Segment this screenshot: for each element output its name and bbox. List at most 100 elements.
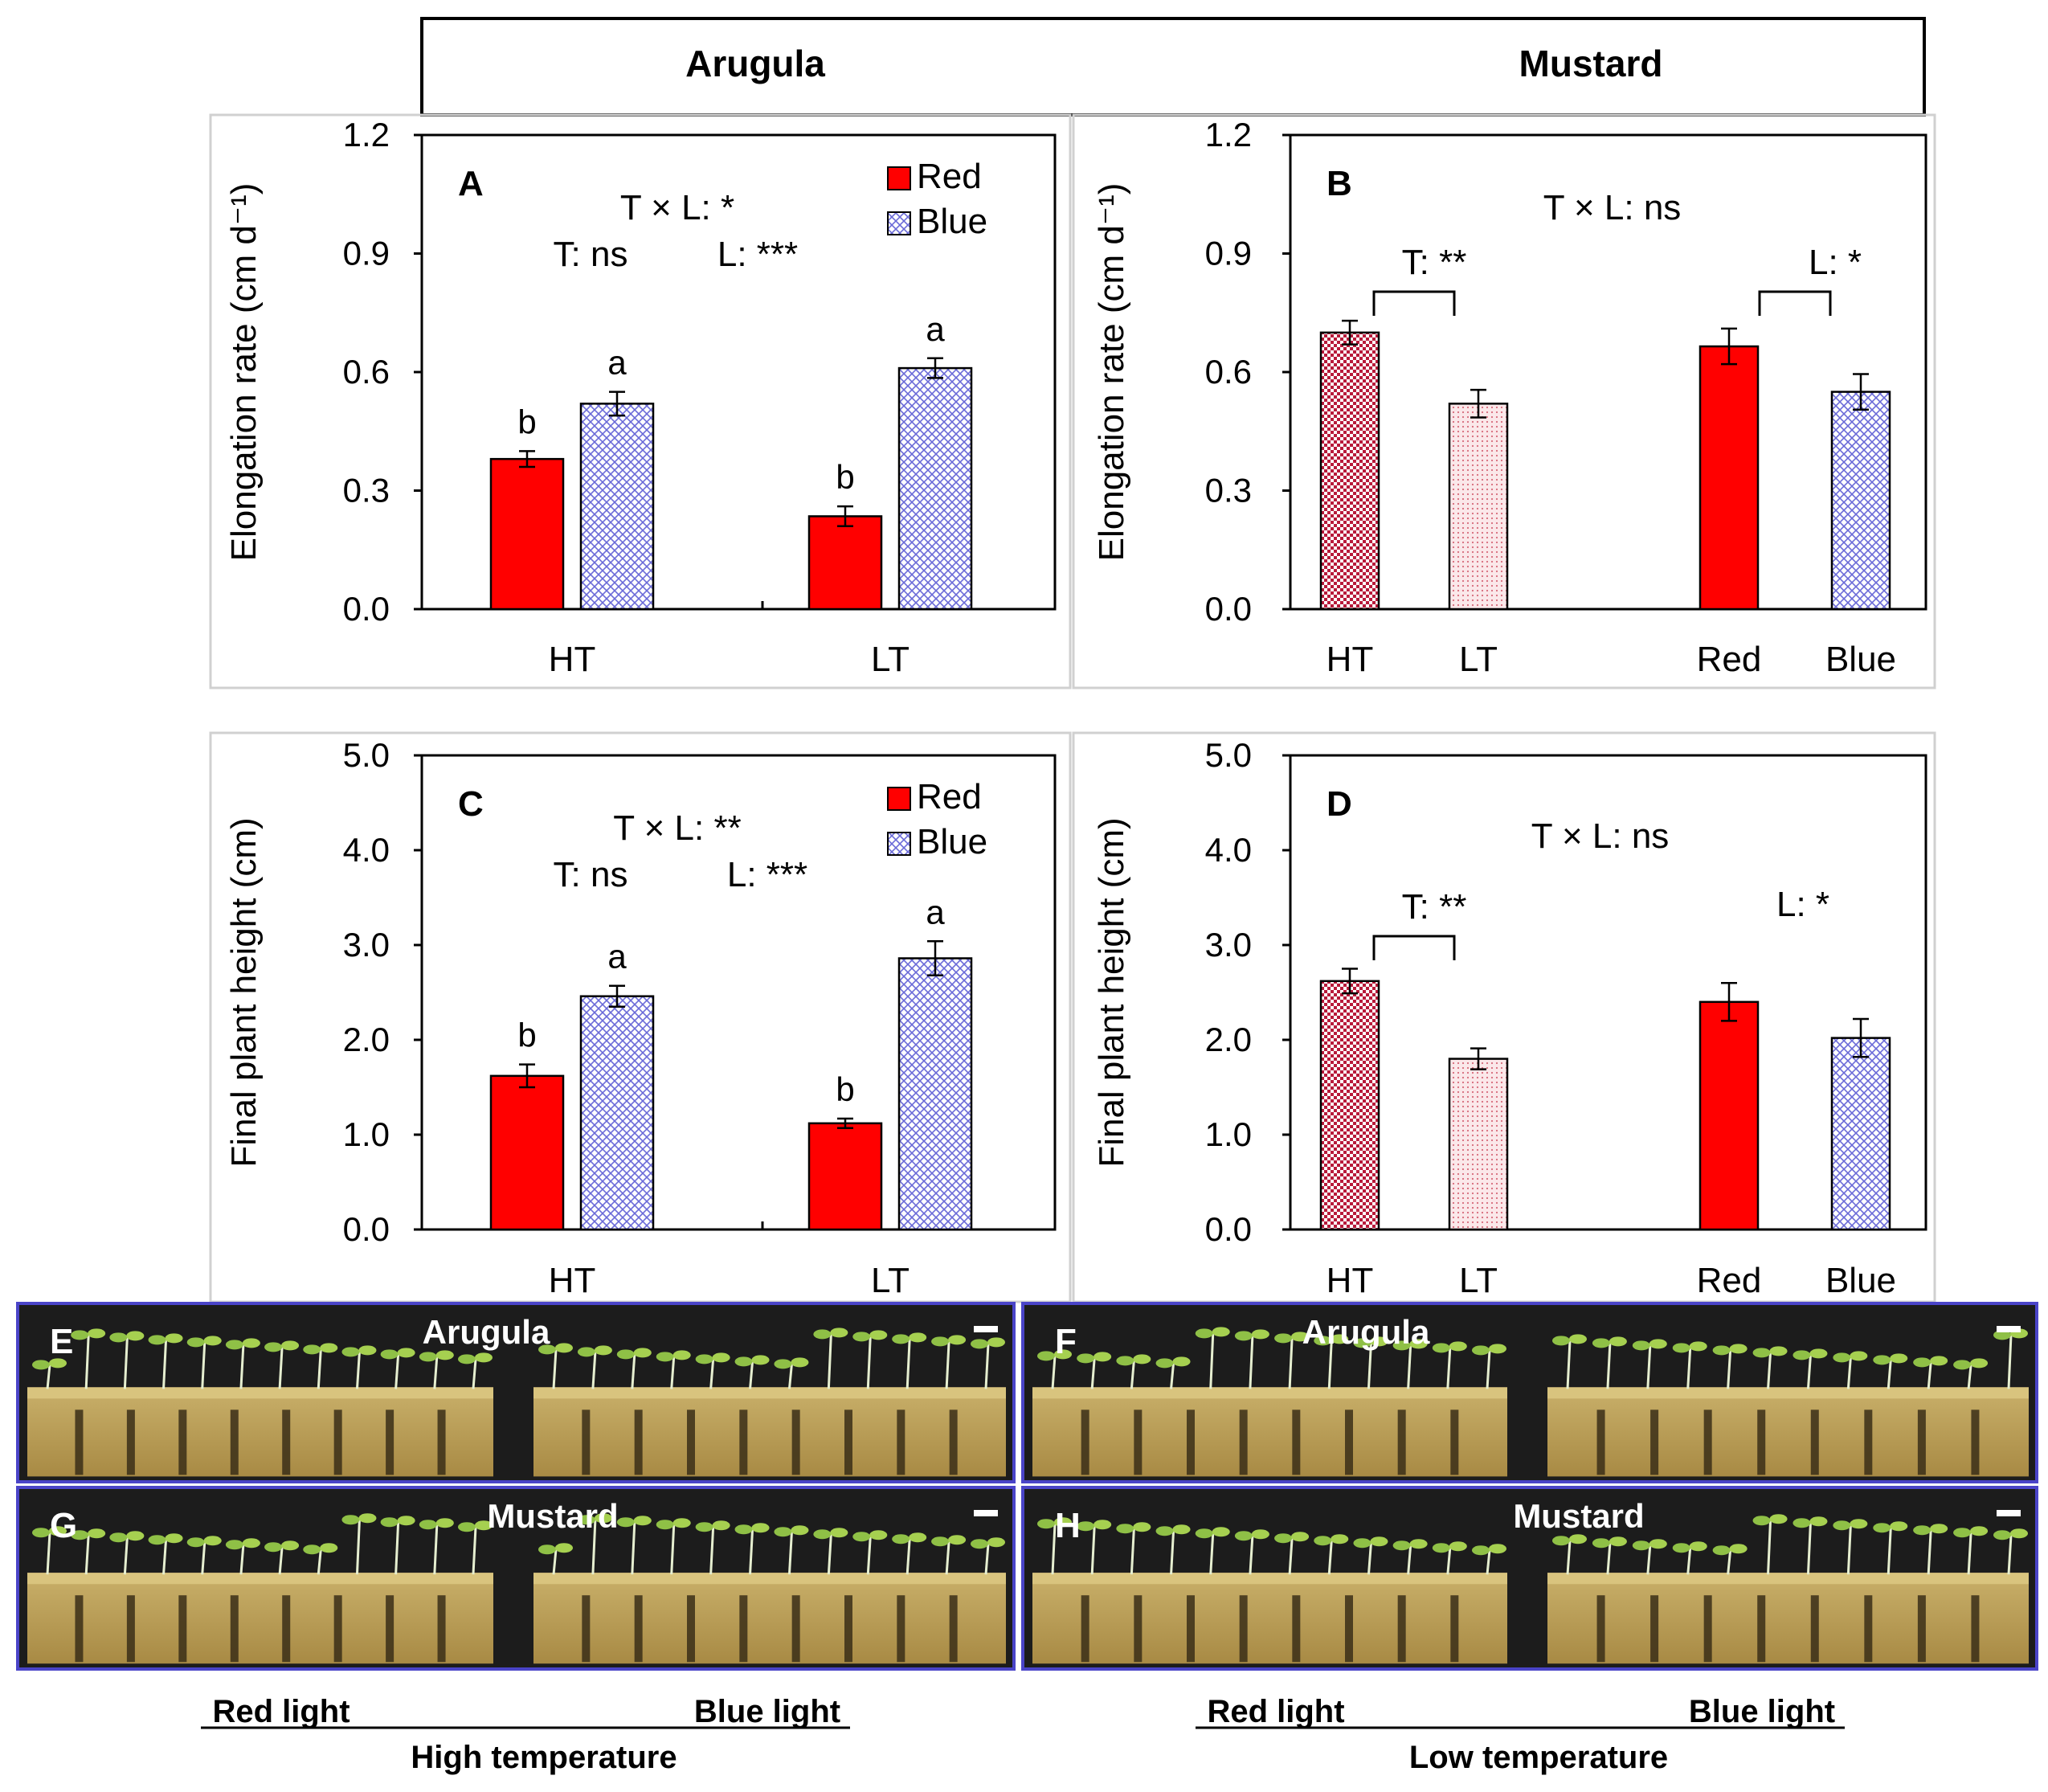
scale-bar	[1997, 1510, 2021, 1516]
seedling-leaf	[616, 1349, 635, 1360]
tray-cell-gap	[1239, 1409, 1248, 1475]
annotation-temperature: T: **	[1402, 243, 1467, 282]
seedling-leaf	[1609, 1536, 1627, 1547]
tray-cell-gap	[897, 1595, 905, 1663]
tray-top-edge	[27, 1387, 493, 1399]
seedling-leaf	[1155, 1526, 1174, 1536]
seedling-leaf	[734, 1524, 753, 1535]
seedling-leaf	[1672, 1543, 1690, 1553]
legend-label-blue: Blue	[917, 202, 987, 241]
tray-cell-gap	[1239, 1595, 1248, 1663]
seedling-stem	[1367, 1543, 1372, 1575]
tray-cell-gap	[1810, 1409, 1819, 1475]
seedling-stem	[984, 1544, 990, 1575]
seedling-leaf	[419, 1352, 437, 1362]
seedling-stem	[1288, 1538, 1294, 1575]
seedling-leaf	[1592, 1338, 1610, 1348]
seedling-leaf	[1752, 1516, 1771, 1526]
seedling-leaf	[1552, 1536, 1570, 1546]
seedling-leaf	[1993, 1330, 2011, 1340]
seedling-leaf	[1054, 1517, 1072, 1528]
seedling-stem	[317, 1549, 322, 1575]
y-tick-label: 2.0	[343, 1021, 390, 1058]
panel-letter: C	[458, 784, 484, 824]
seedling-leaf	[1251, 1529, 1269, 1540]
seedling-stem	[670, 1356, 676, 1389]
seedling-leaf	[1116, 1356, 1134, 1366]
seedling-leaf	[1370, 1336, 1388, 1347]
seedling-stem	[552, 1549, 558, 1575]
bar-ht	[1319, 980, 1380, 1231]
tray-cell-gap	[897, 1409, 905, 1475]
seedling-leaf	[320, 1343, 338, 1353]
seedling-stem	[394, 1354, 400, 1389]
seedling-stem	[278, 1547, 284, 1575]
tray-cell-gap	[75, 1409, 84, 1475]
rockwool-tray	[27, 1513, 493, 1664]
seedling-stem	[1130, 1528, 1135, 1575]
y-tick-label: 5.0	[343, 736, 390, 774]
seedling-leaf	[695, 1522, 713, 1532]
y-tick-label: 0.3	[343, 472, 390, 509]
tray-body	[1547, 1387, 2029, 1477]
bar-red	[1698, 345, 1760, 611]
seedling-stem	[1327, 1340, 1333, 1389]
chart-b: 0.0 0.3 0.6 0.9 1.2 Elongation rate (cm d⁻¹) B…	[1092, 116, 1927, 679]
bar-lt	[1448, 403, 1509, 611]
seedling-leaf	[71, 1330, 89, 1340]
seedling-leaf	[1489, 1344, 1506, 1354]
seedling-leaf	[1212, 1527, 1230, 1537]
tray-body	[533, 1387, 1006, 1477]
seedling-leaf	[1913, 1525, 1931, 1536]
seedling-leaf	[1353, 1538, 1371, 1549]
annotation-light: L: *	[1776, 885, 1829, 924]
seedling-leaf	[1649, 1539, 1667, 1549]
seedling-stem	[1806, 1523, 1812, 1575]
seedling-stem	[1446, 1548, 1452, 1575]
chart-a: 0.0 0.3 0.6 0.9 1.2 Elongation rate (cm d⁻¹) A…	[224, 116, 1057, 679]
significance-letter: b	[836, 458, 854, 496]
legend-label-blue: Blue	[917, 822, 987, 861]
seedling-leaf	[126, 1531, 145, 1541]
tray-cell-gap	[1081, 1409, 1089, 1475]
seedling-leaf	[1449, 1341, 1467, 1352]
seedling-stem	[709, 1359, 715, 1389]
tray-cell-gap	[1650, 1409, 1659, 1475]
tray-cell-gap	[1917, 1409, 1926, 1475]
seedling-stem	[433, 1356, 439, 1389]
seedling-stem	[1606, 1543, 1612, 1575]
seedling-stem	[591, 1520, 597, 1575]
x-category-label: Blue	[1825, 1261, 1896, 1300]
seedling-leaf	[1195, 1328, 1213, 1339]
tray-cell-gap	[791, 1409, 800, 1475]
header-frame	[420, 17, 1926, 117]
seedling-leaf	[1769, 1514, 1788, 1524]
seedling-stem	[1686, 1348, 1692, 1389]
seedling-leaf	[1712, 1545, 1731, 1556]
seedling-leaf	[869, 1330, 888, 1340]
tray-cell-gap	[1757, 1595, 1766, 1663]
bar-red-ht	[489, 1074, 565, 1231]
seedling-leaf	[1930, 1524, 1948, 1534]
photo-panel-h: H Mustard	[1021, 1486, 2038, 1671]
rockwool-tray	[1547, 1328, 2029, 1477]
photo-panel-g: G Mustard	[16, 1486, 1016, 1671]
tray-top-edge	[533, 1387, 1006, 1399]
seedling-stem	[552, 1349, 558, 1389]
tray-top-edge	[533, 1573, 1006, 1585]
seedling-stem	[905, 1539, 911, 1575]
seedling-stem	[1846, 1525, 1852, 1575]
seedling-leaf	[1850, 1351, 1868, 1361]
seedling-leaf	[1331, 1534, 1349, 1544]
seedling-leaf	[1569, 1334, 1587, 1344]
bar-red-lt	[807, 515, 883, 611]
bracket-light	[1758, 290, 1832, 316]
seedling-leaf	[971, 1539, 988, 1549]
seedling-leaf	[909, 1332, 927, 1343]
tray-cell-gap	[582, 1595, 591, 1663]
tray-body	[1032, 1387, 1507, 1477]
seedling-leaf	[380, 1517, 399, 1528]
tray-cell-gap	[1703, 1409, 1712, 1475]
rockwool-tray	[27, 1328, 493, 1477]
